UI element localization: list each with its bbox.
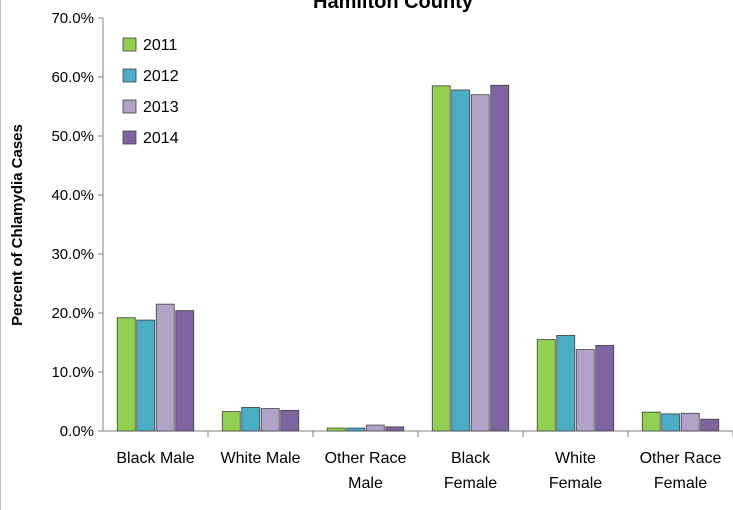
y-axis-title: Percent of Chlamydia Cases (9, 124, 26, 326)
legend: 2011 2012 2013 2014 (122, 37, 179, 147)
x-category-label: Female (654, 475, 707, 492)
bar (241, 406, 261, 432)
y-tick-label: 50.0% (51, 128, 94, 145)
legend-label: 2014 (143, 130, 179, 147)
bar (536, 339, 556, 432)
x-category-label: Female (549, 475, 602, 492)
bar (575, 349, 595, 432)
chart-title: Hamilton County (313, 0, 474, 13)
legend-swatch (122, 99, 137, 114)
bar (595, 345, 615, 432)
y-tick-label: 0.0% (60, 423, 94, 440)
x-category-label: Black (451, 450, 491, 467)
x-category-label: Other Race (640, 450, 722, 467)
bar (155, 303, 175, 432)
bar (260, 408, 280, 432)
bar (221, 411, 241, 432)
legend-swatch (122, 130, 137, 145)
legend-swatch (122, 37, 137, 52)
bar (451, 89, 471, 432)
bar (490, 84, 510, 432)
bar (641, 411, 661, 432)
x-category-label: White (555, 450, 596, 467)
bar (346, 427, 366, 432)
x-category-label: Male (348, 475, 383, 492)
bar (661, 413, 681, 432)
y-tick-label: 60.0% (51, 69, 94, 86)
y-tick-label: 70.0% (51, 10, 94, 27)
y-tick-label: 40.0% (51, 187, 94, 204)
bar (326, 427, 346, 432)
y-tick-label: 20.0% (51, 305, 94, 322)
bar (116, 317, 136, 432)
bar (365, 424, 385, 432)
y-tick-label: 10.0% (51, 364, 94, 381)
x-category-label: Other Race (325, 450, 407, 467)
x-category-label: White Male (220, 450, 300, 467)
bar (280, 409, 300, 432)
x-category-label: Black Male (116, 450, 194, 467)
bar (136, 319, 156, 432)
legend-label: 2013 (143, 99, 179, 116)
legend-label: 2011 (143, 37, 178, 54)
bar (431, 85, 451, 432)
legend-label: 2012 (143, 68, 179, 85)
x-category-label: Female (444, 475, 497, 492)
y-tick-label: 30.0% (51, 246, 94, 263)
bar (470, 94, 490, 432)
frame-left-edge (0, 0, 1, 510)
plot-area: 0.0% 10.0% 20.0% 30.0% 40.0% 50.0% 60.0% 70.0% B… (51, 10, 733, 492)
bar (385, 426, 405, 432)
bar (700, 418, 720, 432)
bar (556, 335, 576, 432)
bar (680, 412, 700, 432)
legend-swatch (122, 68, 137, 83)
bar (175, 310, 195, 432)
